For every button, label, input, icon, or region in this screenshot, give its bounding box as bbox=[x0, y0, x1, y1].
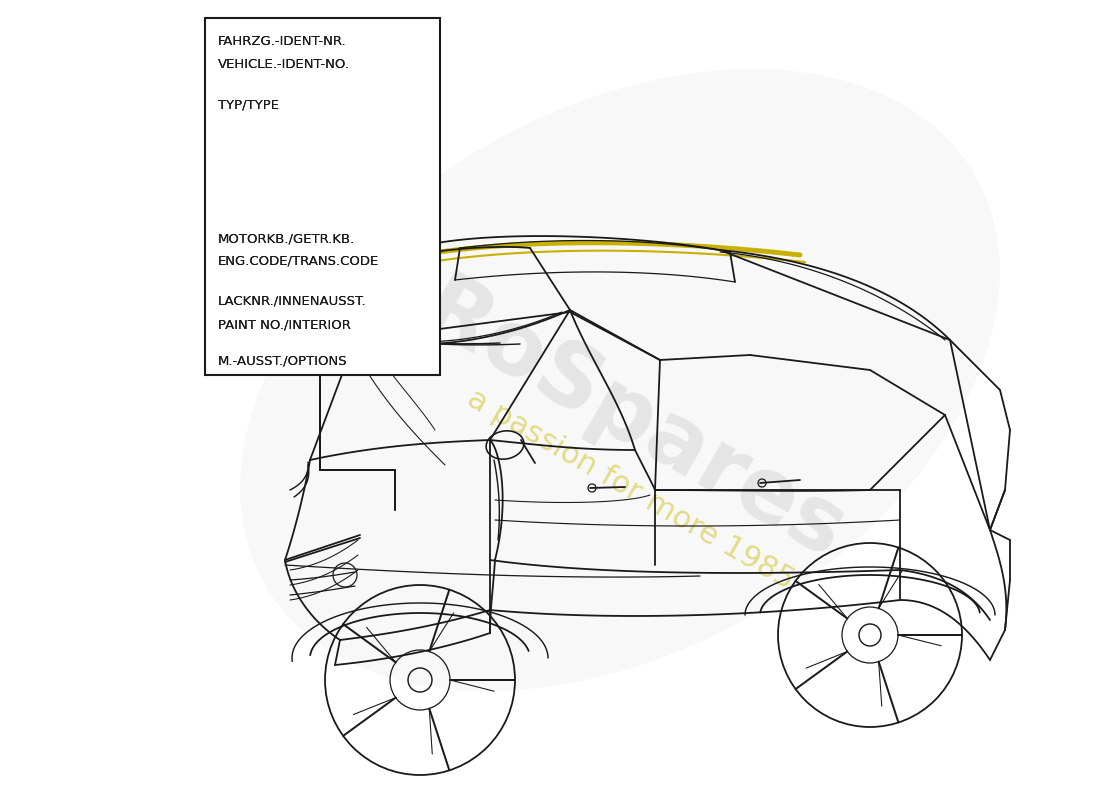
Text: VEHICLE.-IDENT-NO.: VEHICLE.-IDENT-NO. bbox=[218, 58, 350, 71]
Text: ENG.CODE/TRANS.CODE: ENG.CODE/TRANS.CODE bbox=[218, 255, 380, 268]
Text: ENG.CODE/TRANS.CODE: ENG.CODE/TRANS.CODE bbox=[218, 255, 380, 268]
Bar bbox=[205, 18, 440, 375]
Text: PAINT NO./INTERIOR: PAINT NO./INTERIOR bbox=[218, 318, 351, 331]
Text: FAHRZG.-IDENT-NR.: FAHRZG.-IDENT-NR. bbox=[218, 35, 346, 48]
Text: FAHRZG.-IDENT-NR.: FAHRZG.-IDENT-NR. bbox=[218, 35, 346, 48]
Text: TYP/TYPE: TYP/TYPE bbox=[218, 98, 279, 111]
Text: PAINT NO./INTERIOR: PAINT NO./INTERIOR bbox=[218, 318, 351, 331]
Text: a passion for more 1985: a passion for more 1985 bbox=[462, 384, 799, 596]
Text: TYP/TYPE: TYP/TYPE bbox=[218, 98, 279, 111]
Text: LACKNR./INNENAUSST.: LACKNR./INNENAUSST. bbox=[218, 295, 366, 308]
Text: euRoSpares: euRoSpares bbox=[299, 203, 860, 577]
Text: MOTORKB./GETR.KB.: MOTORKB./GETR.KB. bbox=[218, 232, 355, 245]
Text: VEHICLE.-IDENT-NO.: VEHICLE.-IDENT-NO. bbox=[218, 58, 350, 71]
Text: M.-AUSST./OPTIONS: M.-AUSST./OPTIONS bbox=[218, 355, 348, 368]
Bar bbox=[205, 18, 440, 375]
Ellipse shape bbox=[240, 69, 1000, 691]
Text: M.-AUSST./OPTIONS: M.-AUSST./OPTIONS bbox=[218, 355, 348, 368]
Text: MOTORKB./GETR.KB.: MOTORKB./GETR.KB. bbox=[218, 232, 355, 245]
Text: LACKNR./INNENAUSST.: LACKNR./INNENAUSST. bbox=[218, 295, 366, 308]
